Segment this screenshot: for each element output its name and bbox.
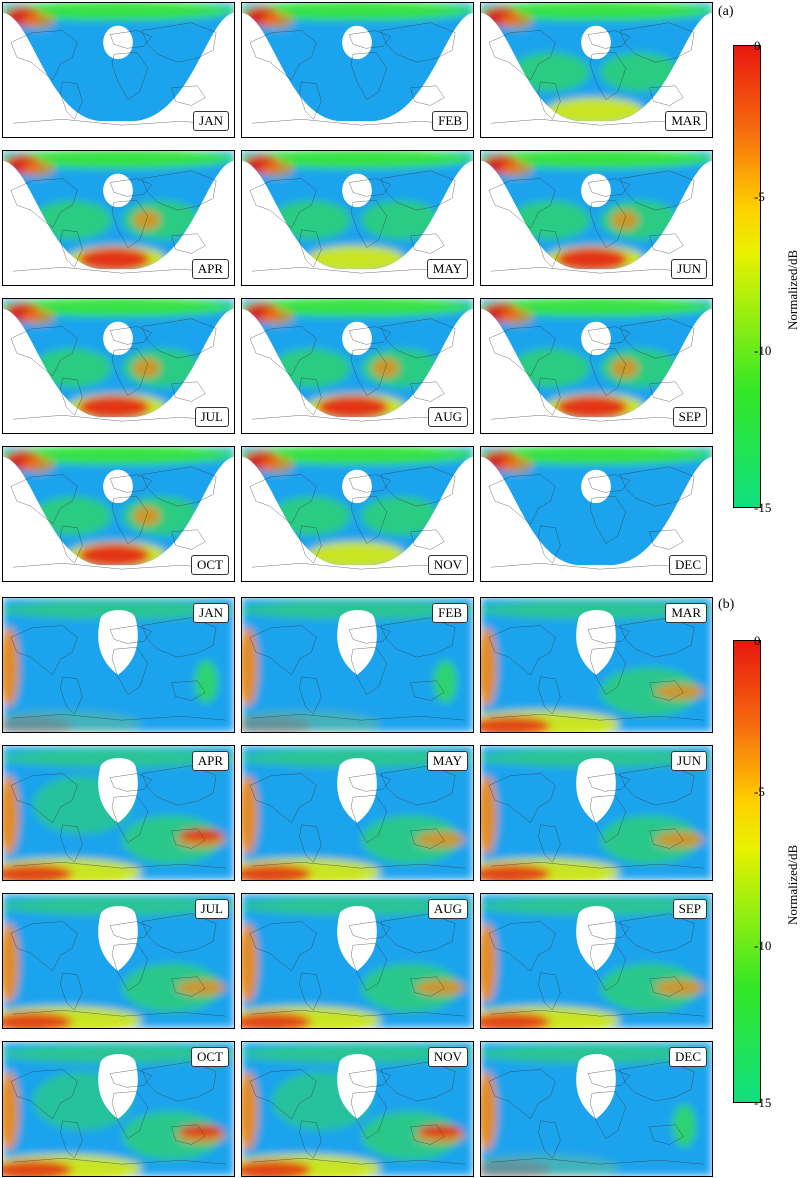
month-label: FEB <box>432 111 468 131</box>
map-b-jan: JAN <box>2 597 235 733</box>
map-b-oct: OCT <box>2 1041 235 1177</box>
month-label: NOV <box>427 555 468 575</box>
map-a-aug: AUG <box>241 298 474 434</box>
map-a-jul: JUL <box>2 298 235 434</box>
map-a-sep: SEP <box>480 298 713 434</box>
panel-b-tick-15: -15 <box>754 1095 772 1110</box>
month-label: OCT <box>191 555 229 575</box>
map-a-oct: OCT <box>2 446 235 582</box>
month-label: SEP <box>672 899 707 919</box>
panel-a-tick-5: -5 <box>754 189 765 204</box>
panel-a-tick-0: 0 <box>754 38 761 53</box>
month-label: DEC <box>669 1047 707 1067</box>
month-label: JAN <box>193 603 229 623</box>
map-a-mar: MAR <box>480 2 713 138</box>
month-label: SEP <box>672 407 707 427</box>
map-a-nov: NOV <box>241 446 474 582</box>
map-b-may: MAY <box>241 745 474 881</box>
month-label: JUN <box>671 259 707 279</box>
month-label: JUL <box>194 899 229 919</box>
month-label: AUG <box>427 899 468 919</box>
map-b-aug: AUG <box>241 893 474 1029</box>
map-b-jun: JUN <box>480 745 713 881</box>
month-label: DEC <box>669 555 707 575</box>
month-label: AUG <box>427 407 468 427</box>
map-a-feb: FEB <box>241 2 474 138</box>
month-label: APR <box>191 259 229 279</box>
map-b-nov: NOV <box>241 1041 474 1177</box>
panel-a-tick-10: -10 <box>754 343 772 358</box>
map-b-feb: FEB <box>241 597 474 733</box>
map-b-sep: SEP <box>480 893 713 1029</box>
map-b-jul: JUL <box>2 893 235 1029</box>
map-a-jun: JUN <box>480 150 713 286</box>
map-a-jan: JAN <box>2 2 235 138</box>
map-b-dec: DEC <box>480 1041 713 1177</box>
panel-a-tick-15: -15 <box>754 500 772 515</box>
panel-b-colorbar-label: Normalized/dB <box>785 844 800 925</box>
panel-b-tick-5: -5 <box>754 784 765 799</box>
panel-a-colorbar <box>733 45 761 508</box>
panel-a-label: (a) <box>718 4 734 19</box>
map-a-may: MAY <box>241 150 474 286</box>
map-b-apr: APR <box>2 745 235 881</box>
month-label: MAY <box>426 259 468 279</box>
map-b-mar: MAR <box>480 597 713 733</box>
month-label: MAR <box>665 603 707 623</box>
month-label: OCT <box>191 1047 229 1067</box>
panel-b-tick-10: -10 <box>754 938 772 953</box>
panel-b-colorbar <box>733 640 761 1103</box>
month-label: MAY <box>426 751 468 771</box>
panel-b-tick-0: 0 <box>754 633 761 648</box>
panel-b-label: (b) <box>718 597 735 612</box>
month-label: JUN <box>671 751 707 771</box>
month-label: JUL <box>194 407 229 427</box>
month-label: APR <box>191 751 229 771</box>
panel-a-colorbar-label: Normalized/dB <box>785 249 800 330</box>
month-label: FEB <box>432 603 468 623</box>
map-a-apr: APR <box>2 150 235 286</box>
month-label: MAR <box>665 111 707 131</box>
month-label: NOV <box>427 1047 468 1067</box>
month-label: JAN <box>193 111 229 131</box>
map-a-dec: DEC <box>480 446 713 582</box>
